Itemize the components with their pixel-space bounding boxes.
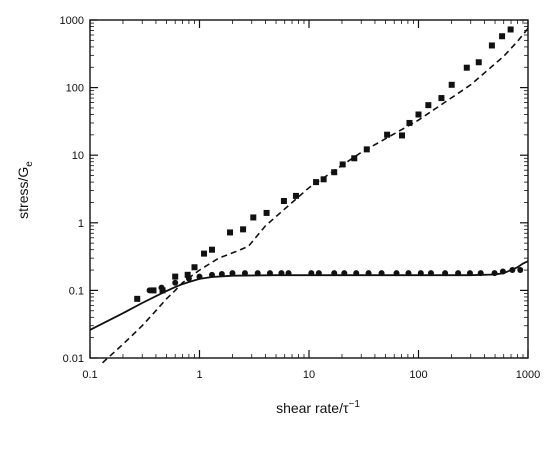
- square-marker: [250, 214, 257, 221]
- square-marker: [399, 132, 406, 139]
- x-tick-label: 1: [196, 369, 202, 381]
- y-tick-label: 1: [78, 218, 84, 230]
- square-marker: [172, 273, 179, 280]
- square-marker: [499, 33, 506, 40]
- square-marker: [184, 271, 191, 278]
- axes: 0.1 1 10 100 1000 0.01 0.1 1 10 100 1000: [60, 15, 541, 381]
- data-layer: [89, 26, 529, 364]
- square-marker: [415, 111, 422, 118]
- x-tick-label: 0.1: [82, 369, 97, 381]
- circle-marker: [517, 267, 524, 274]
- y-axis-title: stress/Ge: [15, 161, 35, 219]
- x-tick-label: 100: [409, 369, 427, 381]
- square-marker: [475, 59, 482, 66]
- square-marker: [425, 102, 432, 109]
- square-marker: [134, 295, 141, 302]
- square-marker: [208, 246, 215, 253]
- square-marker: [384, 131, 391, 138]
- circle-marker: [229, 270, 236, 277]
- square-marker: [263, 209, 270, 216]
- y-tick-label: 100: [66, 83, 84, 95]
- solid-line: [89, 260, 529, 331]
- plot-frame: [89, 19, 529, 359]
- dashed-line: [101, 27, 529, 364]
- square-marker: [292, 192, 299, 199]
- y-tick-label: 10: [72, 150, 84, 162]
- y-tick-label: 0.01: [63, 353, 84, 365]
- x-tick-label: 10: [303, 369, 315, 381]
- square-marker: [320, 176, 327, 183]
- square-marker: [406, 119, 413, 126]
- square-marker: [488, 42, 495, 49]
- circle-marker: [146, 287, 153, 294]
- square-marker: [150, 287, 157, 294]
- square-marker: [351, 155, 358, 162]
- circle-marker: [172, 279, 179, 286]
- square-marker: [438, 95, 445, 102]
- square-marker: [331, 169, 338, 176]
- square-marker: [227, 229, 234, 236]
- plot-area: [89, 19, 529, 359]
- y-tick-label: 1000: [60, 15, 84, 27]
- square-marker: [448, 81, 455, 88]
- square-marker: [280, 198, 287, 205]
- x-axis-title: shear rate/τ−1: [276, 399, 360, 416]
- square-marker: [201, 250, 208, 257]
- square-marker: [507, 26, 514, 33]
- square-marker: [463, 64, 470, 71]
- square-marker: [240, 226, 247, 233]
- circle-marker: [158, 284, 165, 291]
- x-tick-label: 1000: [516, 369, 540, 381]
- y-tick-label: 0.1: [69, 285, 84, 297]
- square-marker: [191, 264, 198, 271]
